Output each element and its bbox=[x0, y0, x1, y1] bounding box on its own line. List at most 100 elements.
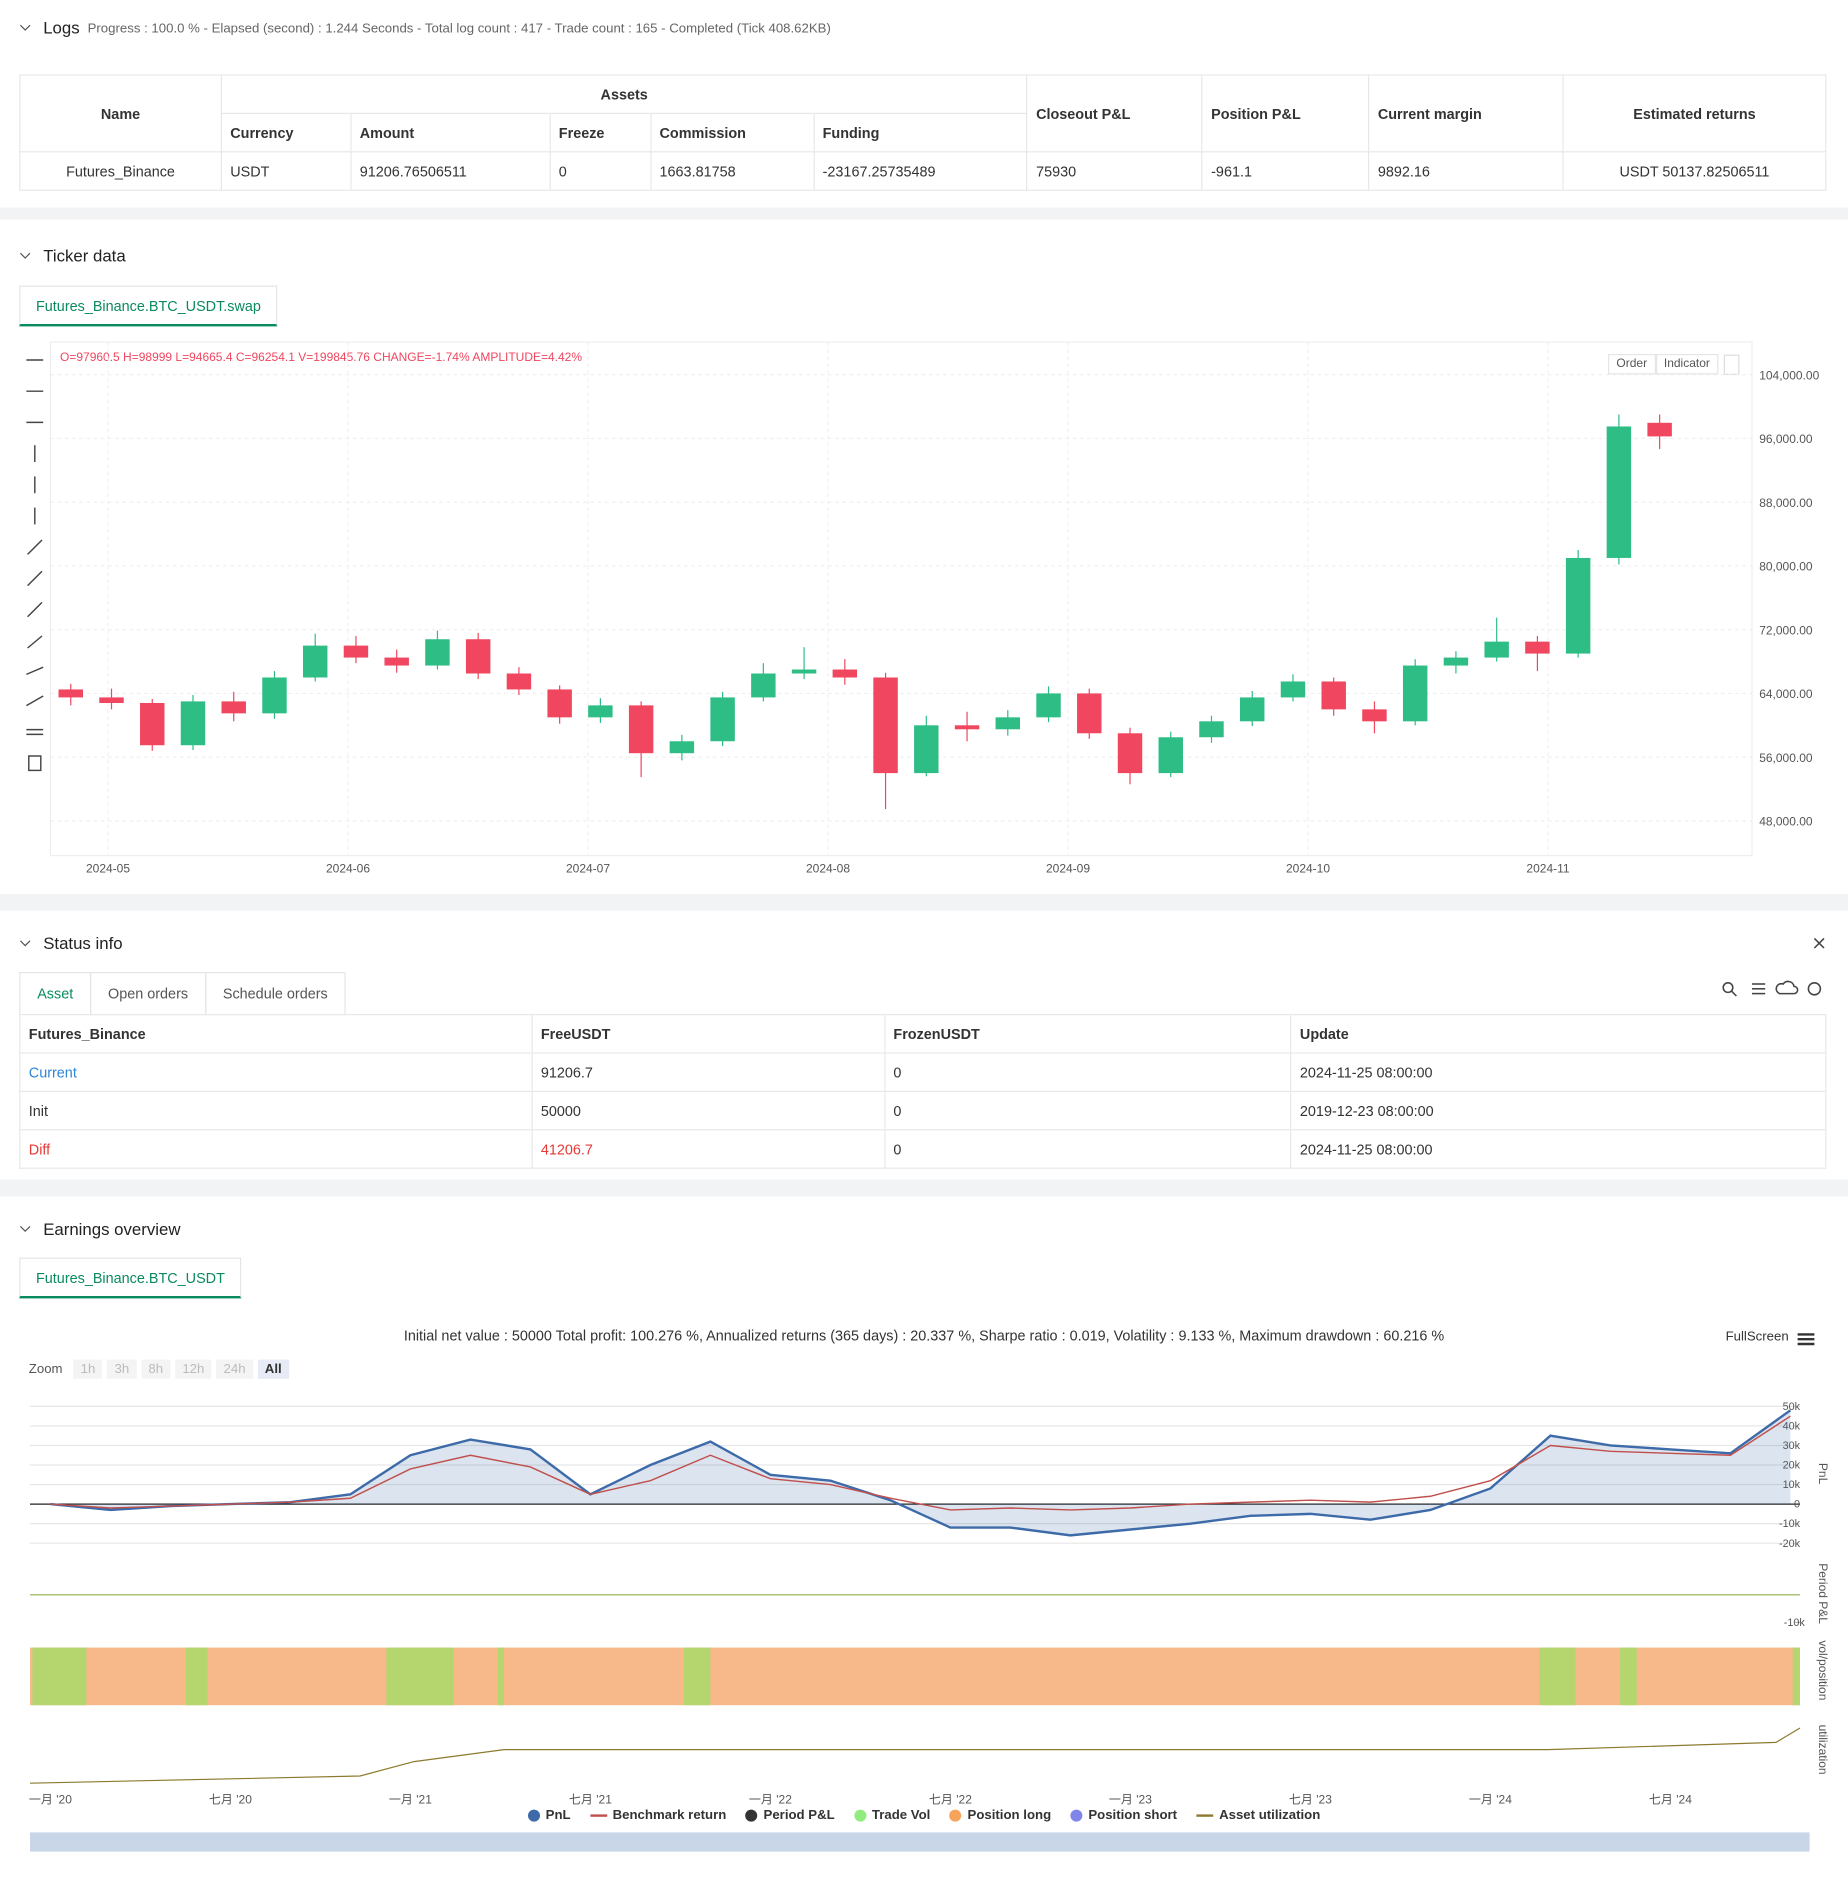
table-cell: Diff bbox=[19, 1129, 533, 1169]
collapse-icon[interactable] bbox=[19, 1223, 31, 1235]
legend-item[interactable]: Asset utilization bbox=[1196, 1808, 1320, 1823]
candle-body bbox=[465, 639, 491, 674]
y-tick-label: 64,000.00 bbox=[1759, 687, 1813, 701]
section-title: Status info bbox=[43, 933, 123, 953]
candle-body bbox=[221, 701, 246, 714]
header-row: Currency Amount Freeze Commission Funding bbox=[20, 112, 1826, 153]
y-tick-label: 88,000.00 bbox=[1759, 496, 1813, 510]
column-header: Estimated returns bbox=[1562, 74, 1827, 153]
zoom-button[interactable]: 1h bbox=[73, 1359, 103, 1379]
candle-body bbox=[954, 725, 980, 730]
header-row: Futures_Binance FreeUSDT FrozenUSDT Update bbox=[19, 1014, 1827, 1054]
collapse-icon[interactable] bbox=[19, 22, 31, 34]
column-header: Closeout P&L bbox=[1026, 74, 1203, 153]
section-title: Logs bbox=[43, 18, 80, 38]
candle-body bbox=[1362, 709, 1387, 722]
candle-body bbox=[873, 677, 898, 774]
candle-body bbox=[1240, 697, 1265, 722]
zoom-label: Zoom bbox=[28, 1362, 63, 1377]
candle-body bbox=[1606, 426, 1632, 558]
candle-body bbox=[1443, 657, 1469, 666]
fullscreen-button[interactable]: FullScreen bbox=[1725, 1329, 1789, 1344]
x-tick-label: 一月 '22 bbox=[749, 1793, 792, 1807]
y-tick-label: 30k bbox=[1783, 1440, 1801, 1452]
candle-body bbox=[1484, 641, 1509, 658]
table-cell: 9892.16 bbox=[1368, 151, 1564, 191]
zoom-button[interactable]: 24h bbox=[216, 1359, 253, 1379]
legend-label: Position short bbox=[1088, 1808, 1178, 1823]
candle-body bbox=[669, 741, 695, 754]
y-tick-label: 80,000.00 bbox=[1759, 560, 1813, 574]
candle-body bbox=[751, 673, 776, 698]
x-tick-label: 七月 '24 bbox=[1649, 1793, 1692, 1807]
section-title: Ticker data bbox=[43, 246, 126, 266]
x-tick-label: 一月 '21 bbox=[389, 1793, 432, 1807]
legend-item[interactable]: Period P&L bbox=[745, 1808, 835, 1823]
axis-title: utilization bbox=[1816, 1725, 1830, 1775]
table-cell: 91206.7 bbox=[531, 1052, 885, 1093]
column-header: FreeUSDT bbox=[531, 1014, 885, 1054]
table-cell: 1663.81758 bbox=[649, 151, 815, 191]
table-cell: 91206.76506511 bbox=[350, 151, 551, 191]
table-row: Diff 41206.7 0 2024-11-25 08:00:00 bbox=[19, 1129, 1827, 1169]
legend-item[interactable]: Benchmark return bbox=[589, 1808, 727, 1823]
candle-body bbox=[262, 677, 287, 714]
chart-buttons: Order Indicator bbox=[1608, 354, 1719, 375]
assets-table: Name Assets Closeout P&L Position P&L Curren… bbox=[19, 74, 1827, 191]
table-cell: 0 bbox=[883, 1052, 1292, 1093]
navigator[interactable] bbox=[30, 1832, 1810, 1852]
x-tick-label: 一月 '24 bbox=[1469, 1793, 1512, 1807]
legend-marker bbox=[949, 1809, 962, 1822]
column-header: Commission bbox=[649, 112, 815, 153]
legend-label: Trade Vol bbox=[871, 1808, 931, 1823]
legend-item[interactable]: PnL bbox=[527, 1808, 571, 1823]
legend-item[interactable]: Trade Vol bbox=[853, 1808, 931, 1823]
candle-body bbox=[180, 701, 206, 746]
collapse-icon[interactable] bbox=[19, 250, 31, 262]
legend-marker bbox=[527, 1809, 540, 1822]
x-tick-label: 七月 '22 bbox=[929, 1793, 972, 1807]
y-tick-label: 48,000.00 bbox=[1759, 815, 1813, 829]
candle-body bbox=[140, 702, 165, 746]
axis-title: Period P&L bbox=[1816, 1563, 1830, 1624]
candle-body bbox=[995, 717, 1021, 730]
separator bbox=[0, 207, 1848, 220]
candle-body bbox=[1402, 665, 1428, 722]
legend-item[interactable]: Position short bbox=[1070, 1808, 1178, 1823]
pnl-area bbox=[50, 1410, 1791, 1536]
ticker-tab[interactable]: Futures_Binance.BTC_USDT.swap bbox=[19, 285, 278, 327]
x-tick-label: 2024-07 bbox=[566, 861, 610, 875]
legend: PnL Benchmark return Period P&L Trade Vol Po… bbox=[0, 1808, 1848, 1823]
zoom-button[interactable]: 8h bbox=[141, 1359, 171, 1379]
zoom-button[interactable]: All bbox=[257, 1359, 289, 1379]
legend-item[interactable]: Position long bbox=[949, 1808, 1051, 1823]
trade-vol-stripes bbox=[32, 1647, 1801, 1706]
x-tick-label: 一月 '20 bbox=[29, 1793, 72, 1807]
order-button[interactable]: Order bbox=[1608, 354, 1656, 375]
candle-body bbox=[547, 689, 572, 718]
earnings-summary: Initial net value : 50000 Total profit: … bbox=[403, 1327, 1445, 1344]
candle-body bbox=[710, 697, 735, 742]
drawing-toolbar bbox=[26, 359, 44, 772]
indicator-button[interactable]: Indicator bbox=[1655, 354, 1719, 375]
earnings-tab[interactable]: Futures_Binance.BTC_USDT bbox=[19, 1257, 242, 1299]
candle-body bbox=[1565, 557, 1591, 654]
candle-body bbox=[628, 705, 654, 754]
zoom-button[interactable]: 3h bbox=[107, 1359, 137, 1379]
legend-label: Benchmark return bbox=[612, 1808, 727, 1823]
expand-button[interactable] bbox=[1723, 354, 1740, 376]
plot-frame bbox=[49, 341, 1753, 857]
status-tabs: Asset Open orders Schedule orders bbox=[19, 972, 346, 1016]
x-tick-label: 七月 '23 bbox=[1289, 1793, 1332, 1807]
x-tick-label: 一月 '23 bbox=[1109, 1793, 1152, 1807]
candle-body bbox=[791, 669, 817, 674]
zoom-button[interactable]: 12h bbox=[175, 1359, 212, 1379]
status-table: Futures_Binance FreeUSDT FrozenUSDT Update C… bbox=[19, 1014, 1827, 1169]
table-cell: 0 bbox=[549, 151, 652, 191]
table-cell: -23167.25735489 bbox=[813, 151, 1028, 191]
column-header: Freeze bbox=[549, 112, 652, 153]
collapse-icon[interactable] bbox=[19, 937, 31, 949]
legend-marker bbox=[1070, 1809, 1083, 1822]
